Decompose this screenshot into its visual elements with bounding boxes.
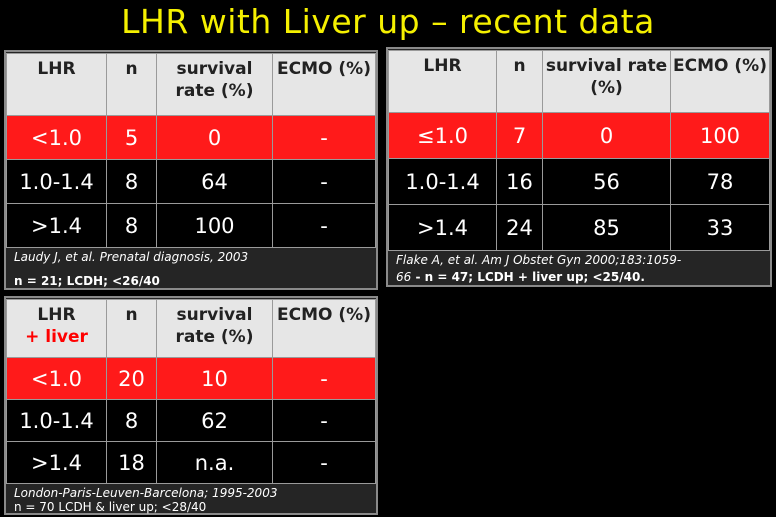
cell-survival: 85 <box>542 204 671 251</box>
cell-survival: 56 <box>542 158 671 205</box>
cell-lhr: >1.4 <box>6 203 107 248</box>
header-ecmo: ECMO (%) <box>272 53 376 116</box>
cell-survival: 64 <box>156 159 273 204</box>
cell-n: 8 <box>106 159 157 204</box>
multicenter-note: n = 70 LCDH & liver up; <28/40 <box>14 500 207 514</box>
flake-table-panel: LHR n survival rate (%) ECMO (%) ≤1.0 7 … <box>386 47 772 287</box>
table-row: 1.0-1.4 16 56 78 <box>388 158 770 205</box>
laudy-note: n = 21; LCDH; <26/40 <box>14 274 160 288</box>
table-row: 1.0-1.4 8 64 - <box>6 159 376 204</box>
header-survival: survival rate (%) <box>542 50 671 113</box>
cell-survival: 10 <box>156 357 273 400</box>
cell-n: 20 <box>106 357 157 400</box>
flake-citation-pages: 66 <box>396 270 412 284</box>
cell-n: 16 <box>496 158 543 205</box>
cell-n: 18 <box>106 441 157 484</box>
cell-ecmo: 100 <box>670 112 770 159</box>
table-row: <1.0 5 0 - <box>6 115 376 160</box>
slide-title: LHR with Liver up – recent data <box>121 2 655 41</box>
cell-ecmo: - <box>272 399 376 442</box>
cell-ecmo: 33 <box>670 204 770 251</box>
flake-table: LHR n survival rate (%) ECMO (%) ≤1.0 7 … <box>388 50 770 251</box>
multicenter-table: LHR + liver n survival rate (%) ECMO (%) … <box>6 299 376 484</box>
cell-lhr: 1.0-1.4 <box>6 399 107 442</box>
header-n: n <box>106 53 157 116</box>
cell-ecmo: - <box>272 159 376 204</box>
cell-lhr: <1.0 <box>6 357 107 400</box>
cell-n: 5 <box>106 115 157 160</box>
table-row: 1.0-1.4 8 62 - <box>6 399 376 442</box>
flake-citation-line1: Flake A, et al. Am J Obstet Gyn 2000;183… <box>396 253 682 267</box>
cell-lhr: <1.0 <box>6 115 107 160</box>
header-survival: survival rate (%) <box>156 299 273 358</box>
header-lhr: LHR <box>388 50 497 113</box>
cell-survival: 100 <box>156 203 273 248</box>
cell-lhr: 1.0-1.4 <box>388 158 497 205</box>
header-survival: survival rate (%) <box>156 53 273 116</box>
flake-citation-line2: 66 - n = 47; LCDH + liver up; <25/40. <box>388 270 770 284</box>
cell-lhr: 1.0-1.4 <box>6 159 107 204</box>
cell-ecmo: - <box>272 441 376 484</box>
cell-n: 7 <box>496 112 543 159</box>
cell-survival: n.a. <box>156 441 273 484</box>
table-row: >1.4 24 85 33 <box>388 204 770 251</box>
header-n: n <box>106 299 157 358</box>
header-lhr: LHR <box>6 53 107 116</box>
cell-ecmo: 78 <box>670 158 770 205</box>
cell-ecmo: - <box>272 115 376 160</box>
cell-survival: 62 <box>156 399 273 442</box>
header-liver-label: + liver <box>25 327 88 347</box>
header-ecmo: ECMO (%) <box>272 299 376 358</box>
cell-lhr: >1.4 <box>388 204 497 251</box>
cell-survival: 0 <box>156 115 273 160</box>
laudy-table-panel: LHR n survival rate (%) ECMO (%) <1.0 5 … <box>4 50 378 290</box>
flake-note: - n = 47; LCDH + liver up; <25/40. <box>411 270 645 284</box>
cell-n: 8 <box>106 203 157 248</box>
header-lhr-label: LHR <box>37 305 76 325</box>
table-row: >1.4 18 n.a. - <box>6 441 376 484</box>
multicenter-citation: London-Paris-Leuven-Barcelona; 1995-2003 <box>14 486 278 500</box>
multicenter-table-panel: LHR + liver n survival rate (%) ECMO (%) … <box>4 296 378 515</box>
cell-survival: 0 <box>542 112 671 159</box>
cell-n: 24 <box>496 204 543 251</box>
header-ecmo: ECMO (%) <box>670 50 770 113</box>
cell-lhr: >1.4 <box>6 441 107 484</box>
cell-n: 8 <box>106 399 157 442</box>
cell-lhr: ≤1.0 <box>388 112 497 159</box>
cell-ecmo: - <box>272 203 376 248</box>
header-n: n <box>496 50 543 113</box>
table-row: >1.4 8 100 - <box>6 203 376 248</box>
cell-ecmo: - <box>272 357 376 400</box>
table-row: ≤1.0 7 0 100 <box>388 112 770 159</box>
laudy-citation: Laudy J, et al. Prenatal diagnosis, 2003 <box>14 250 249 264</box>
table-row: <1.0 20 10 - <box>6 357 376 400</box>
laudy-table: LHR n survival rate (%) ECMO (%) <1.0 5 … <box>6 53 376 248</box>
header-lhr: LHR + liver <box>6 299 107 358</box>
